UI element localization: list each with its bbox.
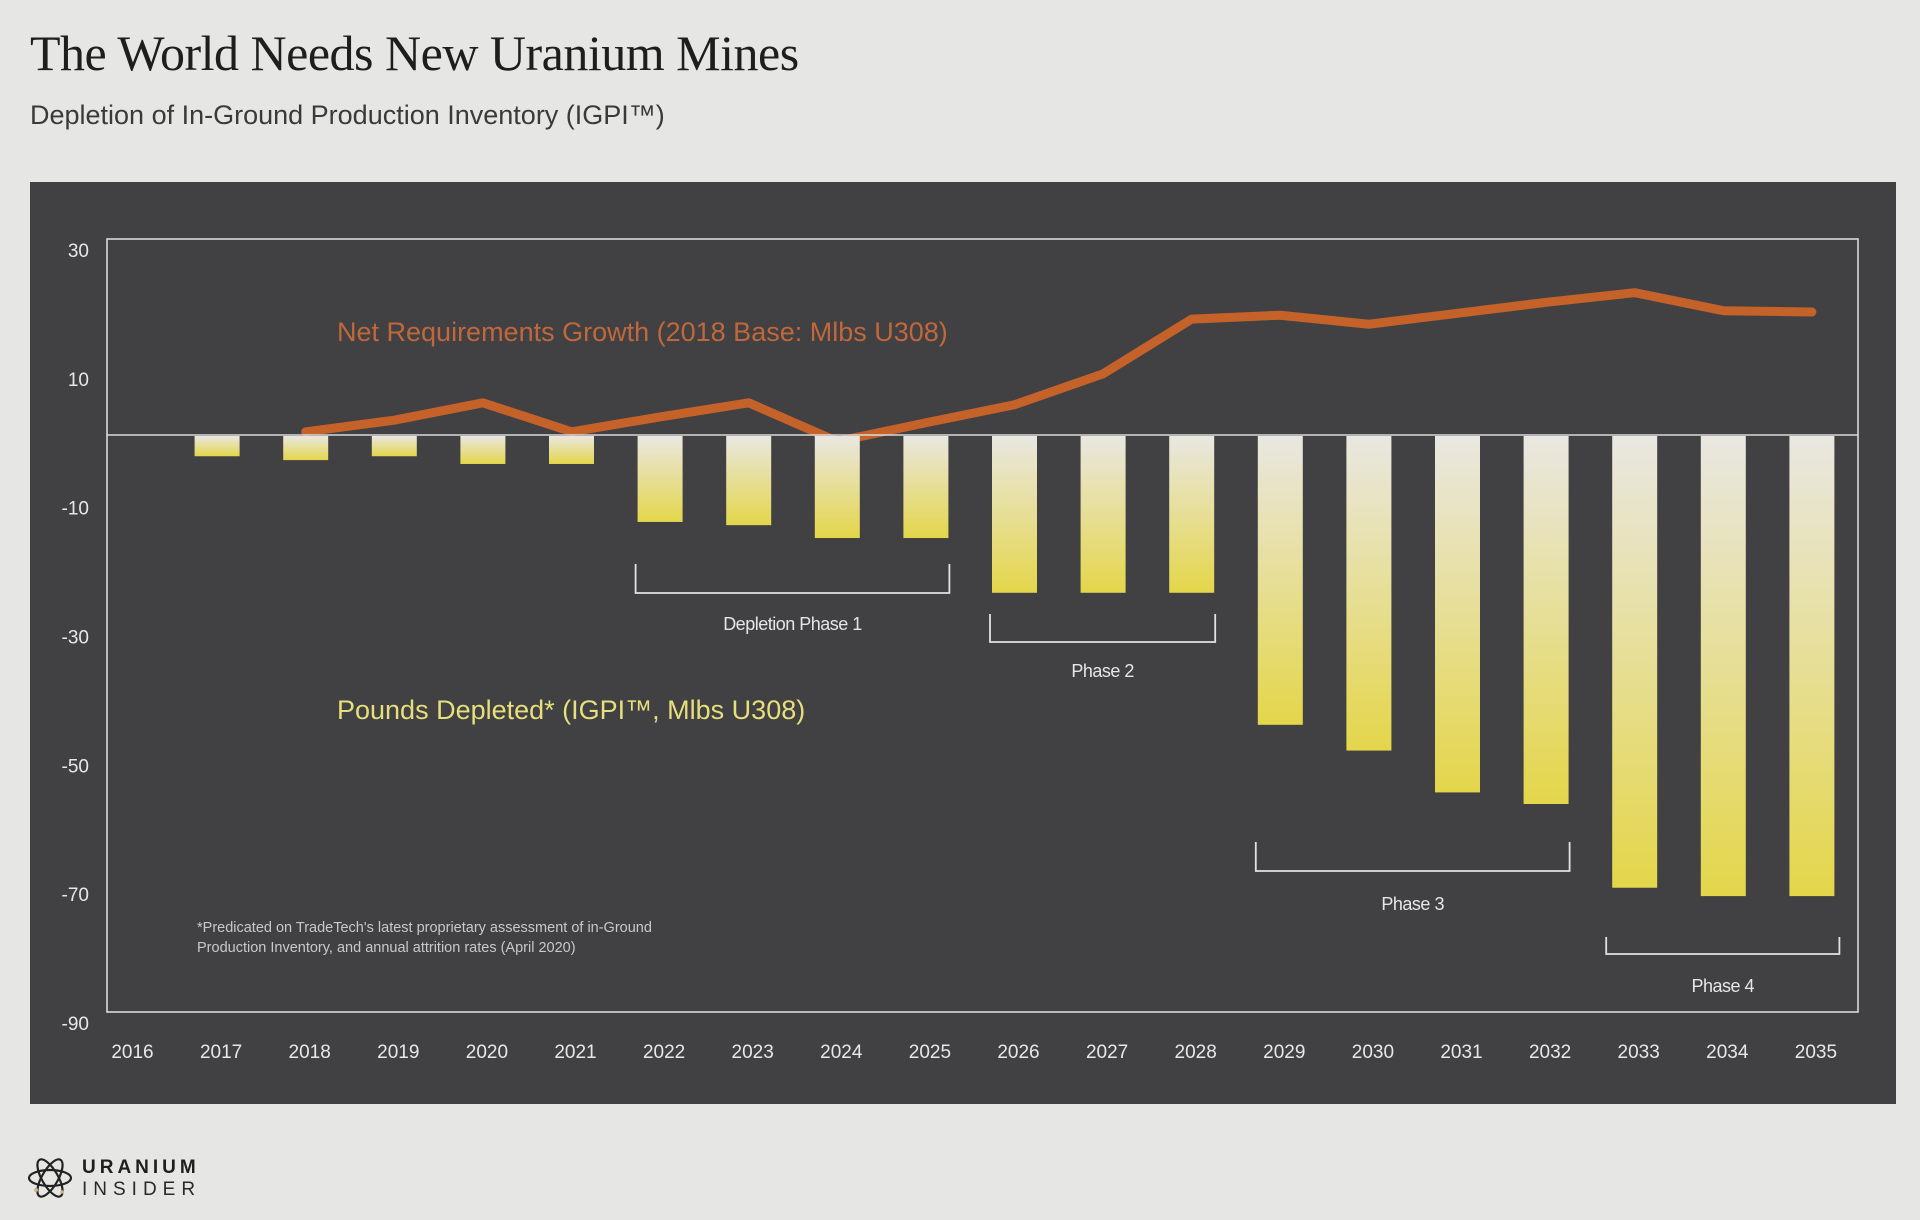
- x-tick-label: 2022: [643, 1042, 685, 1063]
- bracket-phase-3: [1254, 842, 1571, 872]
- x-tick-label: 2035: [1795, 1042, 1837, 1063]
- brand-name-line-1: URANIUM: [82, 1156, 200, 1178]
- x-tick-label: 2032: [1529, 1042, 1571, 1063]
- bracket-phase-4: [1605, 937, 1841, 955]
- y-tick-label: -50: [62, 756, 89, 777]
- bar-2019: [371, 436, 417, 457]
- bar-2023: [726, 436, 772, 526]
- bar-2017: [194, 436, 240, 457]
- brand-logo: URANIUM INSIDER: [26, 1154, 201, 1202]
- bar-2020: [460, 436, 506, 464]
- bar-2030: [1346, 436, 1392, 751]
- x-tick-label: 2027: [1086, 1042, 1128, 1063]
- bracket-label: Phase 2: [1071, 661, 1134, 681]
- x-tick-label: 2026: [997, 1042, 1039, 1063]
- bar-2026: [992, 436, 1037, 593]
- footnote-line-2: Production Inventory, and annual attriti…: [197, 940, 576, 956]
- bar-2033: [1612, 436, 1658, 888]
- y-tick-label: 30: [68, 241, 89, 262]
- x-tick-label: 2024: [820, 1042, 863, 1063]
- x-tick-label: 2018: [289, 1042, 331, 1063]
- annotations: Depletion Phase 1 Phase 2 Phase 3 Phase 4: [634, 564, 1841, 996]
- plot-frame: [106, 238, 1859, 1013]
- x-tick-label: 2031: [1440, 1042, 1482, 1063]
- chart-panel: [30, 182, 1896, 1104]
- bracket-depletion-phase-1: [634, 564, 951, 594]
- bar-2018: [283, 436, 329, 461]
- line-series-path: [301, 288, 1817, 446]
- x-tick-label: 2019: [377, 1042, 419, 1063]
- x-tick-label: 2034: [1706, 1042, 1749, 1063]
- brand-name-line-2: INSIDER: [82, 1178, 202, 1200]
- bar-2028: [1169, 436, 1215, 593]
- y-axis: 30 10 -10 -30 -50 -70 -90: [62, 241, 89, 1035]
- x-tick-label: 2030: [1352, 1042, 1394, 1063]
- bar-2032: [1523, 436, 1569, 805]
- bar-2022: [637, 436, 683, 522]
- y-tick-label: -30: [62, 628, 89, 649]
- y-tick-label: -70: [62, 885, 89, 906]
- bar-2034: [1700, 436, 1746, 897]
- bar-series-layer: [194, 436, 1835, 897]
- x-tick-label: 2023: [732, 1042, 774, 1063]
- bar-2024: [814, 436, 860, 539]
- bracket-phase-2: [989, 614, 1217, 643]
- bar-2035: [1789, 436, 1835, 897]
- chart-title: The World Needs New Uranium Mines: [30, 25, 799, 81]
- bar-2029: [1257, 436, 1303, 725]
- footnote-line-1: *Predicated on TradeTech's latest propri…: [197, 920, 652, 936]
- x-tick-label: 2020: [466, 1042, 508, 1063]
- line-series-layer: [301, 288, 1817, 446]
- bracket-label: Phase 4: [1692, 976, 1755, 996]
- bar-2031: [1435, 436, 1480, 793]
- chart-subtitle: Depletion of In-Ground Production Invent…: [30, 100, 665, 130]
- x-axis: 2016 2017 2018 2019 2020 2021 2022 2023 2024 2025…: [111, 1042, 1837, 1063]
- bar-2027: [1080, 436, 1126, 593]
- x-tick-label: 2029: [1263, 1042, 1305, 1063]
- x-tick-label: 2033: [1618, 1042, 1660, 1063]
- x-tick-label: 2025: [909, 1042, 951, 1063]
- bracket-label: Depletion Phase 1: [723, 614, 862, 634]
- x-tick-label: 2017: [200, 1042, 242, 1063]
- x-tick-label: 2021: [554, 1042, 596, 1063]
- x-tick-label: 2028: [1175, 1042, 1217, 1063]
- bar-series-label: Pounds Depleted* (IGPI™, Mlbs U308): [337, 695, 805, 725]
- bar-2025: [903, 436, 949, 539]
- atom-icon: [27, 1158, 73, 1198]
- x-tick-label: 2016: [111, 1042, 153, 1063]
- line-series-label: Net Requirements Growth (2018 Base: Mlbs…: [337, 317, 948, 347]
- bar-2021: [549, 436, 594, 464]
- y-tick-label: 10: [68, 370, 89, 391]
- y-tick-label: -10: [62, 499, 89, 520]
- y-tick-label: -90: [62, 1014, 89, 1035]
- bracket-label: Phase 3: [1381, 894, 1444, 914]
